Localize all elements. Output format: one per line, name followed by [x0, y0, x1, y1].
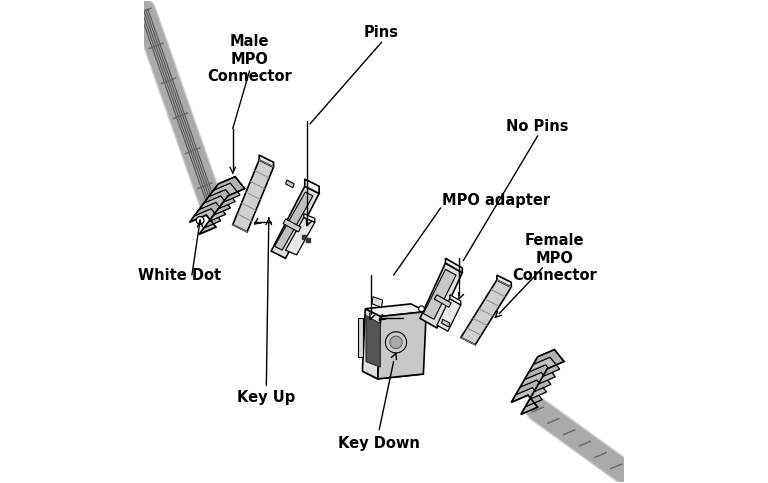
- Polygon shape: [461, 280, 511, 345]
- Polygon shape: [194, 202, 226, 228]
- Polygon shape: [435, 295, 452, 307]
- Circle shape: [197, 216, 204, 224]
- Polygon shape: [525, 365, 555, 392]
- Polygon shape: [271, 186, 319, 258]
- Polygon shape: [437, 298, 461, 331]
- Polygon shape: [283, 219, 301, 232]
- Polygon shape: [286, 217, 315, 255]
- Polygon shape: [209, 183, 240, 209]
- Polygon shape: [199, 196, 230, 222]
- Text: White Dot: White Dot: [138, 268, 221, 283]
- Circle shape: [386, 332, 406, 353]
- Polygon shape: [214, 177, 245, 202]
- Circle shape: [390, 336, 402, 349]
- Polygon shape: [362, 309, 381, 379]
- Text: Pins: Pins: [364, 25, 399, 40]
- Polygon shape: [358, 318, 363, 357]
- Text: Female
MPO
Connector: Female MPO Connector: [512, 233, 597, 283]
- Polygon shape: [423, 270, 456, 319]
- Polygon shape: [529, 357, 560, 384]
- Polygon shape: [520, 372, 551, 399]
- Polygon shape: [305, 179, 319, 194]
- Polygon shape: [366, 316, 380, 367]
- Polygon shape: [362, 367, 423, 379]
- Polygon shape: [366, 304, 426, 316]
- Polygon shape: [497, 275, 511, 287]
- Polygon shape: [533, 350, 564, 376]
- Polygon shape: [259, 155, 273, 167]
- Polygon shape: [378, 312, 426, 379]
- Polygon shape: [204, 189, 235, 215]
- Polygon shape: [442, 319, 450, 327]
- Polygon shape: [366, 316, 380, 367]
- Polygon shape: [445, 258, 462, 273]
- Circle shape: [419, 306, 425, 312]
- Polygon shape: [420, 263, 462, 328]
- Polygon shape: [274, 192, 313, 250]
- Polygon shape: [304, 213, 315, 222]
- Text: No Pins: No Pins: [506, 119, 569, 134]
- Polygon shape: [515, 380, 547, 407]
- Polygon shape: [233, 160, 273, 232]
- Polygon shape: [286, 180, 294, 188]
- Text: Male
MPO
Connector: Male MPO Connector: [207, 34, 292, 84]
- Text: Key Down: Key Down: [338, 436, 420, 451]
- Polygon shape: [372, 297, 382, 307]
- Polygon shape: [511, 387, 542, 414]
- Text: Key Up: Key Up: [237, 390, 296, 405]
- Polygon shape: [450, 295, 461, 305]
- Text: MPO adapter: MPO adapter: [442, 193, 550, 208]
- Polygon shape: [190, 209, 220, 234]
